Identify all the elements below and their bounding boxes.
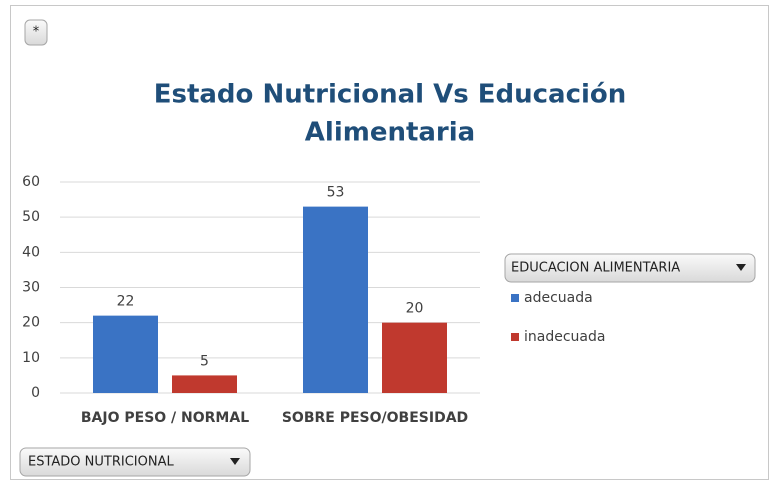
data-label: 53 [327, 185, 345, 201]
legend-swatch [511, 294, 519, 302]
x-tick-label: BAJO PESO / NORMAL [81, 410, 249, 426]
data-label: 20 [406, 301, 424, 317]
x-tick-label: SOBRE PESO/OBESIDAD [282, 410, 468, 426]
field-button[interactable] [24, 19, 48, 46]
dropdown-arrow [736, 264, 746, 271]
y-tick-label: 60 [22, 174, 40, 190]
y-tick-label: 20 [22, 315, 40, 331]
y-tick-label: 0 [31, 385, 40, 401]
data-label: 22 [117, 294, 135, 310]
bar [93, 315, 158, 393]
legend-swatch [511, 333, 519, 341]
legend-field-button-label: EDUCACION ALIMENTARIA [511, 261, 680, 276]
axis-field-button[interactable] [19, 447, 251, 477]
axis-field-button-label: ESTADO NUTRICIONAL [28, 455, 174, 470]
data-label: 5 [200, 353, 209, 369]
legend-label: inadecuada [524, 329, 605, 345]
legend-field-button[interactable] [504, 253, 756, 283]
bar [382, 322, 447, 393]
bar [172, 375, 237, 393]
legend-label: adecuada [524, 290, 593, 306]
field-button-label: * [33, 25, 40, 40]
y-tick-label: 30 [22, 280, 40, 296]
bar [303, 206, 368, 393]
y-tick-label: 50 [22, 209, 40, 225]
y-tick-label: 40 [22, 244, 40, 260]
chart-area [10, 5, 769, 480]
dropdown-arrow [230, 458, 240, 465]
chart-title: Estado Nutricional Vs Educación [154, 80, 627, 110]
chart-title: Alimentaria [305, 118, 475, 148]
y-tick-label: 10 [22, 350, 40, 366]
